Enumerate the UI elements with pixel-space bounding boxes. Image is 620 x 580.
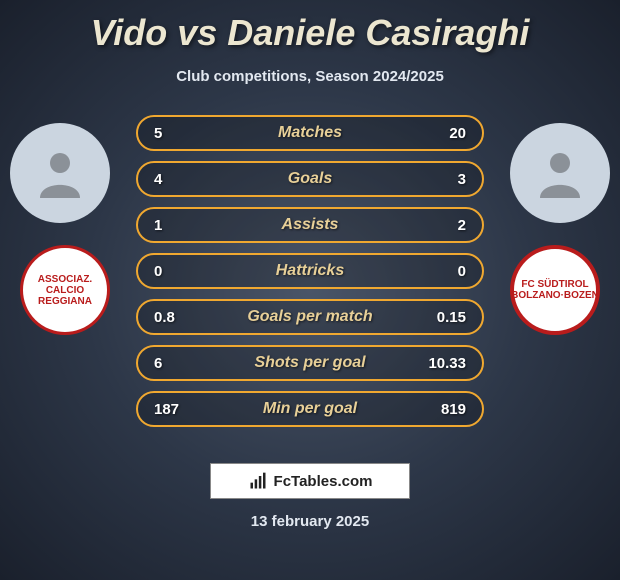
club-right-logo: FC SÜDTIROL BOLZANO·BOZEN	[510, 245, 600, 335]
stat-right-value: 3	[412, 171, 482, 188]
person-icon	[30, 143, 90, 203]
stat-right-value: 10.33	[412, 355, 482, 372]
stat-right-value: 20	[412, 125, 482, 142]
person-icon	[530, 143, 590, 203]
stat-left-value: 1	[138, 217, 208, 234]
stat-label: Goals	[208, 170, 412, 188]
stat-label: Matches	[208, 124, 412, 142]
stat-left-value: 0	[138, 263, 208, 280]
stat-label: Hattricks	[208, 262, 412, 280]
stat-row: 187 Min per goal 819	[136, 391, 484, 427]
stat-left-value: 4	[138, 171, 208, 188]
comparison-panel: ASSOCIAZ. CALCIO REGGIANA FC SÜDTIROL BO…	[0, 115, 620, 445]
stat-right-value: 819	[412, 401, 482, 418]
club-right-text: FC SÜDTIROL BOLZANO·BOZEN	[511, 279, 599, 301]
stat-row: 5 Matches 20	[136, 115, 484, 151]
brand-badge[interactable]: FcTables.com	[210, 463, 410, 499]
chart-icon	[248, 471, 268, 491]
club-left-logo: ASSOCIAZ. CALCIO REGGIANA	[20, 245, 110, 335]
stat-label: Shots per goal	[208, 354, 412, 372]
stat-right-value: 0.15	[412, 309, 482, 326]
stat-row: 0 Hattricks 0	[136, 253, 484, 289]
stat-row: 4 Goals 3	[136, 161, 484, 197]
player-left-avatar	[10, 123, 110, 223]
stat-left-value: 5	[138, 125, 208, 142]
page-title: Vido vs Daniele Casiraghi	[0, 0, 620, 54]
stat-row: 6 Shots per goal 10.33	[136, 345, 484, 381]
stat-left-value: 187	[138, 401, 208, 418]
stat-right-value: 0	[412, 263, 482, 280]
stat-row: 0.8 Goals per match 0.15	[136, 299, 484, 335]
stat-label: Min per goal	[208, 400, 412, 418]
stat-label: Assists	[208, 216, 412, 234]
date-text: 13 february 2025	[0, 513, 620, 530]
stats-list: 5 Matches 20 4 Goals 3 1 Assists 2 0 Hat…	[136, 115, 484, 437]
stat-row: 1 Assists 2	[136, 207, 484, 243]
brand-text: FcTables.com	[274, 473, 373, 490]
club-left-text: ASSOCIAZ. CALCIO REGGIANA	[23, 274, 107, 307]
stat-right-value: 2	[412, 217, 482, 234]
subtitle: Club competitions, Season 2024/2025	[0, 68, 620, 85]
player-right-avatar	[510, 123, 610, 223]
stat-left-value: 6	[138, 355, 208, 372]
stat-left-value: 0.8	[138, 309, 208, 326]
stat-label: Goals per match	[208, 308, 412, 326]
